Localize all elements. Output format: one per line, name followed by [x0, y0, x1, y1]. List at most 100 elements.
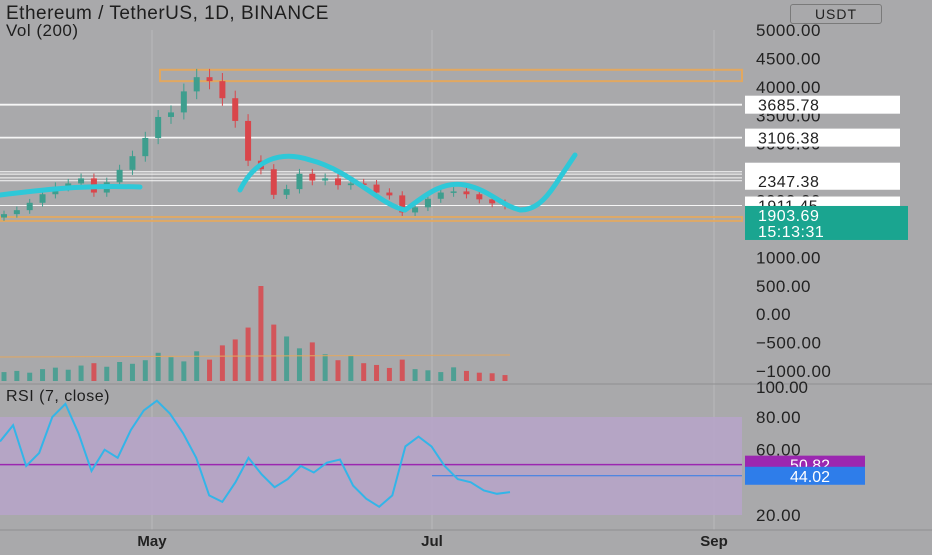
price-level-tag [745, 128, 900, 147]
volume-bar [181, 361, 187, 381]
resistance-zone [159, 68, 743, 83]
volume-bar [219, 345, 225, 381]
volume-bar [104, 366, 110, 381]
rsi-axis-tick-label: 60.00 [756, 441, 801, 460]
candle-body [219, 81, 226, 99]
candle-body [1, 214, 7, 218]
volume-bar [1, 372, 7, 381]
price-level-tag-label: 3106.38 [758, 131, 819, 148]
candle-body [424, 198, 431, 208]
volume-average-line [0, 354, 511, 358]
volume-bar [425, 370, 431, 381]
volume-bar [284, 336, 290, 381]
volume-bar [168, 357, 174, 381]
rsi-value-tag-secondary-label: 44.02 [790, 469, 830, 486]
price-level-tag [745, 95, 900, 114]
volume-bar [374, 364, 380, 381]
volume-bar [271, 324, 277, 381]
candle-body [476, 194, 483, 200]
volume-bar [78, 365, 84, 381]
candle-body [26, 202, 33, 211]
volume-bar [65, 369, 71, 381]
volume-bar [14, 370, 20, 381]
candle-body [168, 112, 174, 117]
volume-bar [142, 360, 148, 381]
volume-bar [91, 363, 97, 381]
candle-body [142, 137, 149, 157]
time-axis-tick-label: Jul [421, 533, 443, 550]
candle-body [116, 169, 123, 183]
rsi-axis-tick-label: 80.00 [756, 408, 801, 427]
candle-body [360, 183, 367, 185]
candle-body [347, 183, 354, 186]
price-level-tag-label: 3685.78 [758, 98, 819, 115]
rsi-value-tag-secondary [745, 466, 865, 485]
rsi-indicator-label[interactable]: RSI (7, close) [6, 388, 110, 405]
volume-bar [502, 375, 508, 381]
price-axis-tick-label: 1000.00 [756, 248, 821, 267]
price-axis-tick-label: −500.00 [756, 334, 821, 353]
last-price-label: 1903.69 [758, 208, 819, 225]
wave-annotation [0, 152, 578, 213]
price-axis-tick-label: 5000.00 [756, 21, 821, 40]
chart-title: Ethereum / TetherUS, 1D, BINANCE [6, 3, 329, 24]
rsi-band [0, 417, 742, 515]
time-axis-tick-label: Sep [700, 533, 728, 550]
time-axis-tick-label: May [137, 533, 167, 550]
price-axis-tick-label: −1000.00 [756, 362, 831, 381]
candle-body [206, 77, 213, 82]
volume-bar [296, 348, 302, 381]
candle-body [232, 98, 239, 121]
candle-body [39, 194, 46, 203]
volume-bar [207, 359, 213, 381]
candle-body [386, 192, 393, 196]
rsi-line [0, 399, 511, 509]
volume-bar [361, 363, 367, 381]
candle-body [399, 195, 406, 213]
volume-bar [386, 367, 392, 381]
volume-bar [451, 367, 457, 381]
volume-bar [129, 363, 135, 381]
candle-body [450, 191, 457, 193]
candle-body [373, 184, 380, 193]
rsi-axis-tick-label: 20.00 [756, 506, 801, 525]
support-zone [0, 215, 743, 222]
volume-bar [335, 360, 341, 381]
volume-bar [489, 373, 495, 381]
currency-selector-button[interactable]: USDT [790, 4, 882, 24]
candle-body [296, 173, 303, 190]
candle-body [412, 207, 419, 213]
volume-bar [232, 339, 238, 381]
price-axis-tick-label: 500.00 [756, 277, 811, 296]
volume-bar [27, 372, 33, 381]
price-level-tag [745, 171, 900, 190]
candle-body [309, 173, 316, 181]
volume-bar [258, 286, 264, 381]
candle-body [78, 178, 85, 184]
candle-body [489, 199, 496, 204]
volume-bar [412, 369, 418, 381]
volume-bar [117, 362, 123, 381]
price-axis-tick-label: 4000.00 [756, 78, 821, 97]
volume-bar [348, 356, 354, 381]
candle-body [13, 210, 20, 215]
price-axis-tick-label: 0.00 [756, 305, 791, 324]
bar-countdown-label: 15:13:31 [758, 224, 824, 241]
volume-bar [463, 370, 469, 381]
candle-body [129, 156, 136, 170]
price-axis-tick-label: 4500.00 [756, 49, 821, 68]
volume-bar [399, 359, 405, 381]
volume-bar [309, 342, 315, 381]
candle-body [283, 189, 290, 195]
volume-bar [194, 351, 200, 381]
price-level-tag-label: 2347.38 [758, 174, 819, 191]
candle-body [437, 192, 444, 199]
candle-body [335, 178, 341, 186]
candle-body [65, 183, 72, 187]
volume-bar [438, 372, 444, 381]
candle-body [193, 77, 200, 92]
candle-body [322, 178, 329, 181]
volume-indicator-label[interactable]: Vol (200) [6, 21, 79, 40]
